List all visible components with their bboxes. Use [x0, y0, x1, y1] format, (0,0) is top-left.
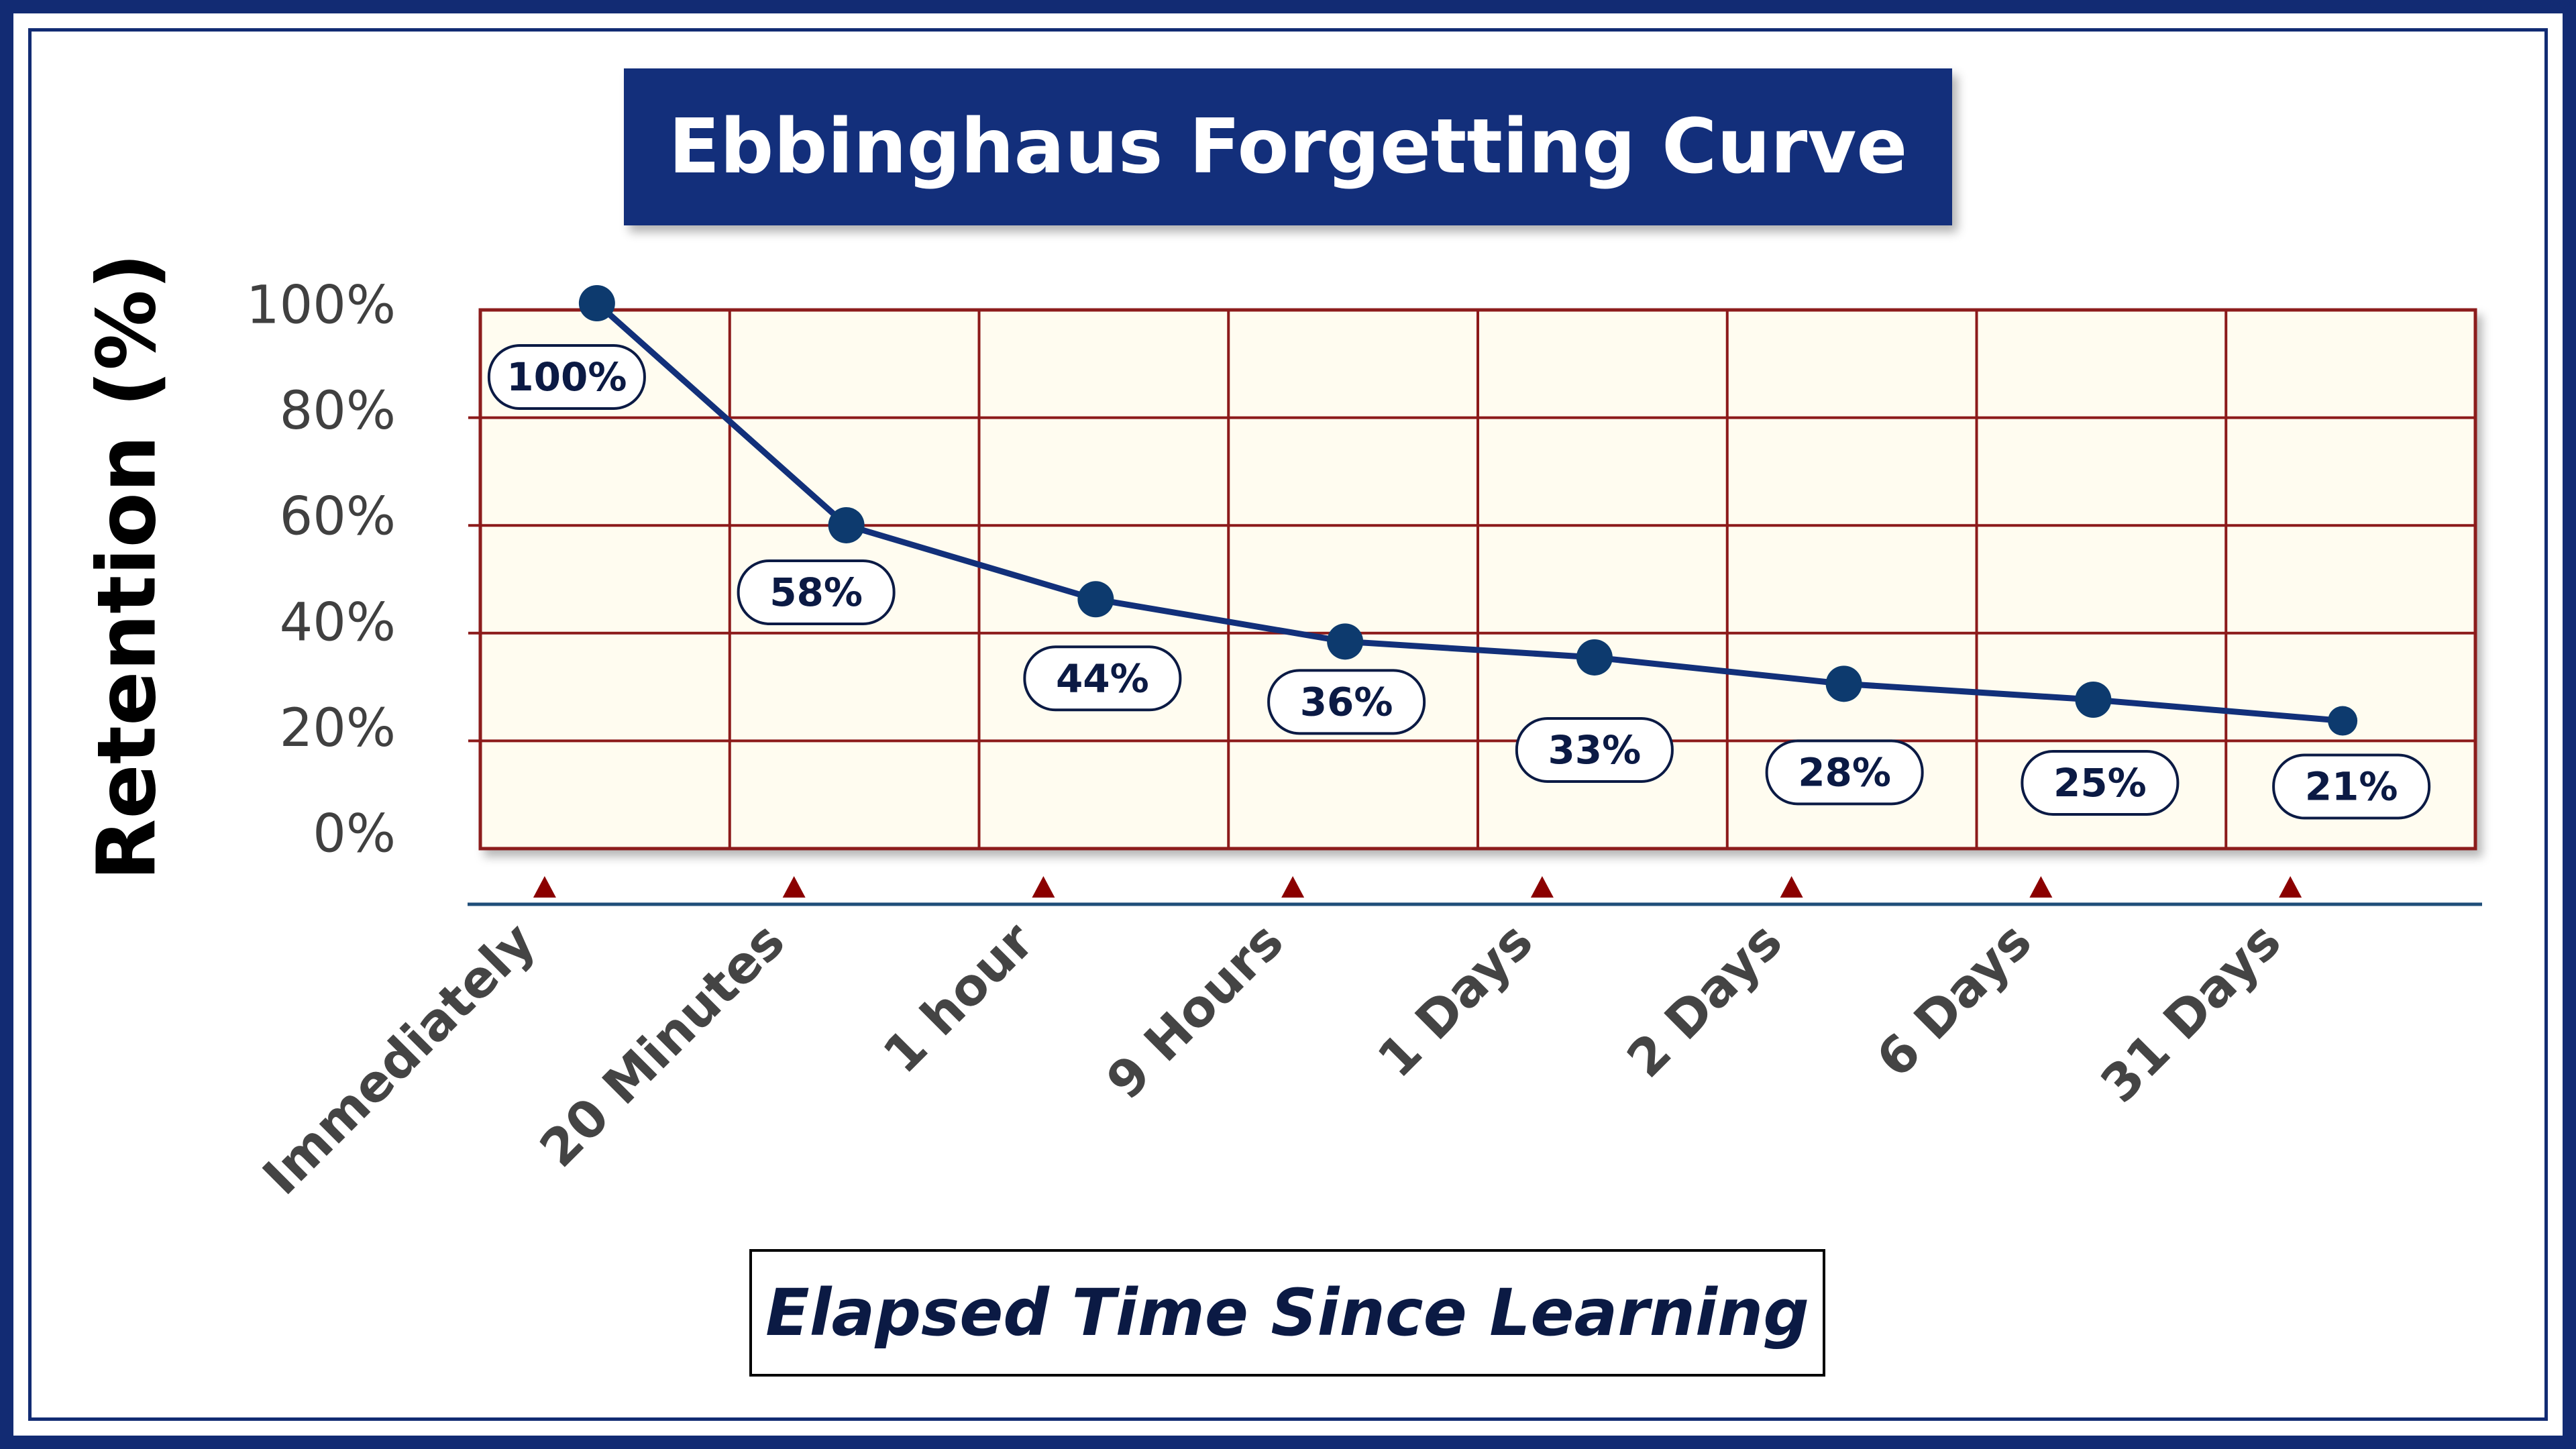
data-label: 33% [1548, 727, 1641, 773]
x-axis-title-box: Elapsed Time Since Learning [749, 1249, 1825, 1377]
y-tick-label: 40% [280, 592, 396, 653]
data-point [1576, 639, 1613, 676]
data-point [1825, 665, 1862, 702]
x-tick-triangle [1281, 876, 1305, 898]
data-point [578, 285, 615, 321]
data-label: 21% [2305, 764, 2398, 810]
x-tick-label: 31 Days [2089, 911, 2292, 1114]
y-tick-label: 60% [280, 487, 396, 547]
x-axis-title: Elapsed Time Since Learning [765, 1275, 1809, 1350]
data-point [2328, 706, 2358, 736]
series-line [594, 300, 2346, 724]
y-tick-label: 80% [280, 381, 396, 441]
y-tick-label: 20% [280, 698, 396, 759]
x-tick-label: Immediately [251, 911, 546, 1206]
data-label-box [1267, 669, 1426, 735]
x-tick-triangle [1032, 876, 1055, 898]
title-banner: Ebbinghaus Forgetting Curve [624, 68, 1952, 225]
x-tick-triangle [1530, 876, 1554, 898]
x-tick-label: 20 Minutes [528, 911, 796, 1179]
x-tick-triangle [2279, 876, 2302, 898]
data-label-box [1515, 716, 1674, 783]
data-label: 58% [769, 570, 863, 615]
x-tick-triangle [1780, 876, 1803, 898]
data-label-box [487, 344, 646, 410]
x-tick-label: 6 Days [1865, 911, 2043, 1089]
data-label-box [1023, 645, 1182, 712]
x-tick-label: 2 Days [1615, 911, 1793, 1089]
data-label: 44% [1056, 655, 1149, 701]
y-tick-label: 0% [313, 804, 396, 864]
x-tick-triangle [782, 876, 806, 898]
x-tick-triangle [533, 876, 556, 898]
data-label: 100% [506, 354, 627, 400]
x-tick-label: 1 hour [871, 910, 1045, 1084]
x-tick-label: 1 Days [1366, 911, 1544, 1089]
data-point [1077, 581, 1114, 618]
data-point [2075, 682, 2112, 718]
data-label-box [2021, 750, 2180, 816]
chart-title: Ebbinghaus Forgetting Curve [668, 103, 1908, 191]
data-point [1327, 623, 1364, 660]
data-point [828, 506, 865, 543]
x-tick-triangle [2029, 876, 2053, 898]
data-label-box [2272, 753, 2431, 820]
data-label: 28% [1798, 749, 1891, 795]
inner-frame [28, 28, 2548, 1421]
x-tick-label: 9 Hours [1095, 911, 1295, 1111]
y-tick-label: 100% [246, 275, 396, 335]
data-label: 25% [2053, 760, 2147, 806]
data-label-box [1765, 739, 1924, 806]
data-label-box [737, 559, 896, 625]
data-label: 36% [1300, 679, 1393, 724]
